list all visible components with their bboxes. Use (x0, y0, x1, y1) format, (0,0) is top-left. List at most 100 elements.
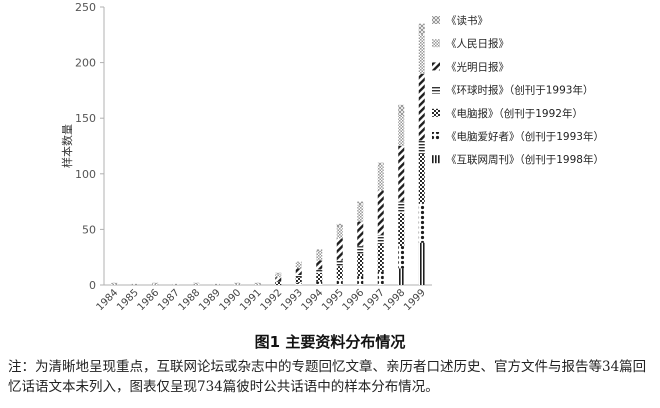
bar-segment (336, 223, 343, 228)
bar-segment (336, 227, 343, 239)
bar-segment (295, 262, 302, 269)
bar-segment (418, 242, 425, 285)
bar-segment (377, 190, 384, 235)
y-tick-label: 250 (75, 1, 96, 14)
x-tick-label: 1992 (259, 287, 285, 313)
legend-label: 《电脑爱好者》（创刊于1993年） (446, 130, 604, 143)
bar-segment (377, 234, 384, 244)
x-tick-label: 1991 (238, 287, 264, 313)
bar-segment (418, 23, 425, 35)
x-tick-label: 1989 (197, 287, 223, 313)
bar-segment (152, 282, 159, 284)
bar-segment (418, 153, 425, 204)
figure-note: 注：为清晰地呈现重点，互联网论坛或杂志中的专题回忆文章、亲历者口述历史、官方文件… (8, 359, 647, 395)
bar-segment (398, 115, 405, 146)
bar-segment (213, 283, 220, 285)
bar-segment (398, 146, 405, 202)
x-tick-label: 1999 (402, 287, 428, 313)
x-tick-label: 1995 (320, 287, 346, 313)
tick-labels: 050100150200250样本数量198419851986198719881… (60, 1, 428, 313)
bar-segment (418, 34, 425, 74)
bar-segment (398, 212, 405, 247)
x-tick-label: 1993 (279, 287, 305, 313)
bar-segment (377, 164, 384, 191)
figure-caption: 图1 主要资料分布情况 (254, 333, 406, 351)
bar-segment (275, 273, 282, 278)
bar-segment (357, 201, 364, 205)
bar-segment (377, 162, 384, 165)
legend-label: 《人民日报》 (446, 37, 509, 50)
bar-segment (336, 260, 343, 267)
x-tick-label: 1998 (382, 287, 408, 313)
y-tick-label: 50 (82, 223, 96, 236)
bar-segment (295, 268, 302, 275)
bar-segment (316, 272, 323, 282)
bar-segment (295, 282, 302, 285)
legend-swatch (432, 62, 440, 71)
bar-segment (152, 283, 159, 285)
bar-segment (316, 249, 323, 252)
bar-segment (111, 282, 118, 284)
bar-segment (336, 266, 343, 280)
bar-segment (316, 281, 323, 285)
x-tick-label: 1988 (177, 287, 203, 313)
axes (100, 6, 432, 286)
y-tick-label: 200 (75, 57, 96, 70)
legend-swatch (432, 108, 440, 117)
bar-segment (295, 277, 302, 283)
x-tick-label: 1985 (115, 287, 141, 313)
bar-segment (398, 201, 405, 213)
bar-segment (357, 253, 364, 277)
y-tick-label: 150 (75, 112, 96, 125)
x-tick-label: 1996 (341, 287, 367, 313)
y-tick-label: 0 (89, 279, 96, 292)
bar-segment (398, 268, 405, 285)
bar-segment (316, 260, 323, 270)
y-axis-label: 样本数量 (60, 124, 74, 168)
x-tick-label: 1986 (136, 287, 162, 313)
bar-segment (316, 269, 323, 273)
x-tick-label: 1997 (361, 287, 387, 313)
bar-segment (275, 281, 282, 285)
legend-label: 《互联网周刊》（创刊于1998年） (446, 153, 604, 166)
x-tick-label: 1987 (156, 287, 182, 313)
legend-swatch (432, 132, 440, 140)
bar-segment (316, 251, 323, 261)
bar-segment (234, 283, 241, 285)
bar-segment (398, 104, 405, 116)
bar-segment (172, 283, 179, 285)
x-tick-label: 1994 (300, 287, 326, 313)
bars (111, 23, 425, 285)
bar-segment (295, 261, 302, 263)
bar-segment (357, 221, 364, 247)
bar-segment (357, 276, 364, 285)
legend: 《读书》《人民日报》《光明日报》《环球时报》（创刊于1993年） 《电脑报》（创刊… (432, 14, 604, 166)
y-tick-label: 100 (75, 168, 96, 181)
bar-segment (131, 283, 138, 285)
bar-segment (336, 279, 343, 285)
legend-label: 《光明日报》 (446, 60, 509, 73)
bar-segment (377, 243, 384, 272)
bar-segment (254, 282, 261, 284)
bar-segment (377, 271, 384, 285)
x-tick-label: 1984 (95, 287, 121, 313)
legend-label: 《读书》 (446, 14, 488, 27)
bar-segment (193, 282, 200, 284)
bar-segment (418, 203, 425, 243)
bar-segment (418, 73, 425, 141)
bar-segment (275, 272, 282, 274)
bar-segment (111, 283, 118, 285)
bar-segment (357, 246, 364, 254)
bar-segment (234, 282, 241, 284)
bar-segment (336, 238, 343, 261)
legend-label: 《电脑报》（创刊于1992年） (446, 107, 583, 120)
legend-swatch (432, 155, 440, 164)
bar-segment (418, 140, 425, 154)
bar-segment (398, 246, 405, 269)
bar-segment (295, 274, 302, 278)
bar-segment (254, 283, 261, 285)
legend-swatch (432, 16, 440, 24)
stacked-bar-chart: 050100150200250样本数量198419851986198719881… (60, 1, 604, 313)
bar-segment (357, 204, 364, 222)
legend-swatch (432, 39, 440, 48)
